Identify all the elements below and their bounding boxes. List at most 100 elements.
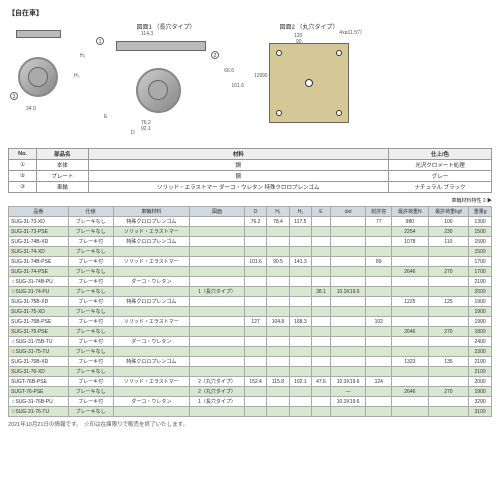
spec-cell [366, 267, 392, 277]
spec-cell [190, 337, 245, 347]
spec-cell [289, 277, 311, 287]
parts-cell: ナチュラル ブラック [389, 182, 492, 193]
spec-cell: 2000 [469, 287, 492, 297]
spec-cell [267, 387, 289, 397]
spec-cell [267, 327, 289, 337]
spec-cell [289, 287, 311, 297]
spec-cell [312, 227, 331, 237]
spec-header: 最許荷重N [392, 207, 429, 217]
spec-cell: ☆SUG-31-76B-PU [9, 397, 69, 407]
spec-cell [428, 397, 469, 407]
spec-cell: 2400 [469, 337, 492, 347]
parts-header: 材料 [88, 149, 388, 160]
spec-cell: 89 [366, 257, 392, 267]
spec-cell: 127 [244, 317, 266, 327]
parts-cell: ② [9, 171, 37, 182]
spec-cell [312, 317, 331, 327]
spec-cell [366, 227, 392, 237]
spec-cell [244, 387, 266, 397]
spec-cell: 1900 [469, 387, 492, 397]
spec-cell: ブレーキなし [68, 307, 113, 317]
spec-cell [190, 297, 245, 307]
spec-cell: 1500 [469, 247, 492, 257]
spec-cell [267, 397, 289, 407]
spec-cell [289, 247, 311, 257]
spec-cell: 1700 [469, 257, 492, 267]
spec-cell: 1（長穴タイプ） [190, 287, 245, 297]
spec-cell [289, 347, 311, 357]
spec-cell: 115.8 [267, 377, 289, 387]
spec-cell: 2（丸穴タイプ） [190, 387, 245, 397]
spec-cell [330, 297, 366, 307]
spec-cell: SUG-31-73-XD [9, 217, 69, 227]
spec-cell: ブレーキなし [68, 367, 113, 377]
spec-cell [312, 277, 331, 287]
spec-cell [190, 407, 245, 417]
spec-cell: 2100 [469, 277, 492, 287]
spec-cell [366, 397, 392, 407]
spec-cell [190, 237, 245, 247]
spec-cell [190, 277, 245, 287]
spec-cell: ソリッド・エラストマー [113, 377, 190, 387]
spec-cell [428, 257, 469, 267]
spec-cell: 76.2 [244, 217, 266, 227]
spec-cell [267, 357, 289, 367]
spec-cell [267, 227, 289, 237]
spec-header: 車輪材料 [113, 207, 190, 217]
spec-cell [267, 407, 289, 417]
spec-cell [330, 247, 366, 257]
spec-cell [330, 217, 366, 227]
spec-header: 最許荷重kgf [428, 207, 469, 217]
spec-cell [312, 337, 331, 347]
spec-cell [113, 387, 190, 397]
spec-cell: 141.3 [289, 257, 311, 267]
spec-cell [392, 377, 429, 387]
spec-cell [244, 297, 266, 307]
spec-cell [428, 337, 469, 347]
spec-cell [330, 357, 366, 367]
spec-cell: 2000 [469, 377, 492, 387]
spec-cell [366, 367, 392, 377]
spec-cell [289, 407, 311, 417]
spec-cell [366, 357, 392, 367]
spec-cell [244, 357, 266, 367]
parts-cell: 車輪 [37, 182, 88, 193]
spec-cell [428, 277, 469, 287]
spec-cell: 125 [428, 297, 469, 307]
spec-cell [312, 327, 331, 337]
spec-cell [267, 247, 289, 257]
spec-cell: ブレーキなし [68, 347, 113, 357]
spec-cell [330, 237, 366, 247]
parts-cell: 鋼 [88, 171, 388, 182]
spec-cell [312, 367, 331, 377]
spec-cell [190, 257, 245, 267]
spec-cell [392, 397, 429, 407]
spec-cell [267, 367, 289, 377]
spec-cell [312, 257, 331, 267]
parts-cell: 光沢クロメート処理 [389, 160, 492, 171]
spec-cell [312, 247, 331, 257]
spec-cell: 100 [428, 217, 469, 227]
spec-cell: 152.4 [244, 377, 266, 387]
spec-cell [190, 267, 245, 277]
spec-cell: 102 [366, 317, 392, 327]
spec-cell [312, 307, 331, 317]
spec-cell: 3200 [469, 397, 492, 407]
spec-cell [330, 327, 366, 337]
spec-cell [113, 267, 190, 277]
spec-cell: ブレーキ付 [68, 357, 113, 367]
spec-header: 仕様 [68, 207, 113, 217]
spec-cell: 特殊クロロプレンゴム [113, 237, 190, 247]
spec-cell: SUG-31-75B-XD [9, 297, 69, 307]
spec-cell: SUG-31-76-XD [9, 367, 69, 377]
spec-header: D [244, 207, 266, 217]
spec-cell: 1300 [469, 217, 492, 227]
spec-cell: 1225 [392, 297, 429, 307]
spec-cell [366, 387, 392, 397]
spec-cell [366, 307, 392, 317]
diagram-2: 図面1 （長穴タイプ） 1 2 114.3 66.6 101.6 76.2 92… [86, 22, 246, 142]
spec-cell [267, 347, 289, 357]
spec-cell [392, 337, 429, 347]
diagram-3: 図面2 （丸穴タイプ） 120 90 120 90 4xø11.5穴 [254, 22, 364, 142]
spec-cell [244, 247, 266, 257]
